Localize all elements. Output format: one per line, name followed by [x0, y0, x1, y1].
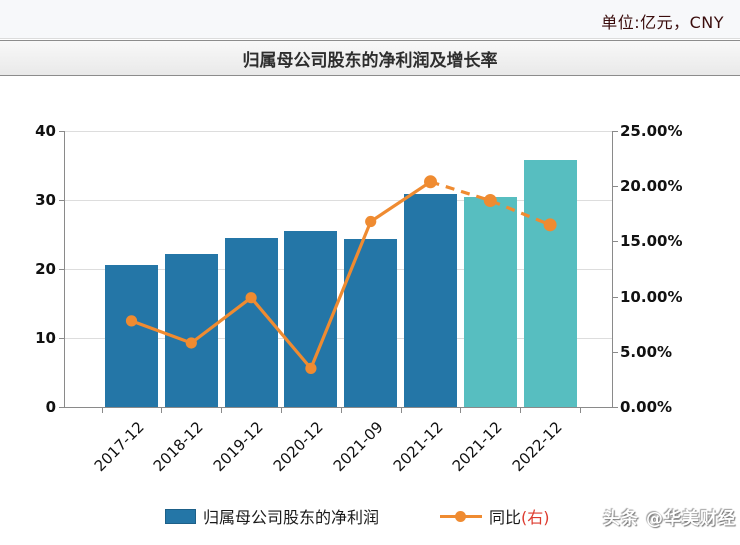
- chart-canvas: 0 10 20 30 40 0.00% 5.00% 10.00% 15.00% 20.00% 25.…: [0, 77, 740, 545]
- x-axis-tick: [580, 408, 581, 413]
- y-axis-label-left: 30: [35, 191, 56, 209]
- gridline: [64, 131, 612, 132]
- x-axis-tick: [161, 408, 163, 413]
- bar-2020-12: [284, 231, 338, 407]
- x-axis-tick: [400, 408, 402, 413]
- x-axis-line: [64, 407, 613, 408]
- legend-line-label-suffix: (右): [521, 508, 550, 527]
- x-axis-label: 2021-12: [448, 418, 507, 476]
- x-axis-label: 2021-12: [389, 418, 447, 476]
- watermark: 头条 @华美财经: [603, 509, 736, 529]
- y-axis-tick-right: [613, 407, 618, 408]
- x-axis-tick: [101, 408, 103, 413]
- y-axis-tick-left: [59, 200, 64, 201]
- x-axis-tick: [520, 408, 522, 413]
- bar-2018-12: [164, 253, 218, 407]
- y-axis-label-left: 0: [45, 398, 56, 416]
- bar-2017-12: [105, 264, 158, 407]
- line-series-marker-icon: [440, 509, 482, 524]
- y-axis-label-left: 20: [35, 260, 56, 278]
- y-axis-label-right: 15.00%: [620, 232, 683, 251]
- x-axis-label: 2019-12: [209, 418, 267, 476]
- y-axis-tick-left: [59, 407, 64, 408]
- chart-title: 归属母公司股东的净利润及增长率: [242, 50, 498, 71]
- bar-2022-12: [523, 159, 577, 407]
- y-axis-label-right: 10.00%: [620, 287, 683, 306]
- x-axis-label: 2017-12: [90, 418, 148, 476]
- y-axis-tick-right: [613, 296, 618, 298]
- y-axis-line-right: [612, 131, 613, 407]
- x-axis-label: 2020-12: [269, 418, 327, 476]
- unit-label: 单位:亿元，CNY: [601, 13, 724, 32]
- y-axis-tick-right: [613, 241, 618, 243]
- bar-2021-12: [404, 194, 457, 407]
- x-axis-tick: [221, 408, 223, 413]
- chart-legend: 归属母公司股东的净利润 同比 (右): [0, 504, 740, 530]
- x-axis-label: 2022-12: [508, 418, 566, 476]
- legend-bar-label: 归属母公司股东的净利润: [203, 508, 380, 527]
- bar-2019-12: [224, 237, 278, 407]
- y-axis-label-left: 40: [35, 122, 56, 140]
- x-axis-tick: [340, 408, 342, 413]
- bar-2021-09: [344, 239, 398, 407]
- y-axis-label-left: 10: [35, 329, 56, 347]
- y-axis-line-left: [64, 131, 65, 407]
- y-axis-label-right: 25.00%: [620, 122, 683, 140]
- legend-item-yoy[interactable]: 同比 (右): [440, 504, 550, 528]
- y-axis-tick-right: [613, 131, 618, 132]
- legend-line-label: 同比: [489, 508, 522, 527]
- bar-series-swatch-icon: [165, 508, 196, 524]
- y-axis-tick-left: [59, 338, 64, 339]
- y-axis-tick-left: [59, 269, 64, 270]
- y-axis-tick-right: [613, 186, 618, 188]
- legend-item-net-profit[interactable]: 归属母公司股东的净利润: [165, 504, 379, 528]
- x-axis-label: 2021-09: [329, 418, 387, 476]
- y-axis-label-right: 0.00%: [620, 398, 673, 416]
- x-axis-tick: [281, 408, 282, 413]
- y-axis-tick-left: [59, 131, 64, 132]
- y-axis-tick-right: [613, 351, 618, 353]
- chart-title-bar: 归属母公司股东的净利润及增长率: [0, 40, 740, 76]
- bar-2021-12: [463, 196, 517, 407]
- x-axis-label: 2018-12: [149, 418, 208, 476]
- x-axis-tick: [460, 408, 462, 413]
- y-axis-label-right: 20.00%: [620, 177, 683, 196]
- top-strip: 单位:亿元，CNY: [0, 0, 740, 39]
- y-axis-label-right: 5.00%: [620, 342, 673, 361]
